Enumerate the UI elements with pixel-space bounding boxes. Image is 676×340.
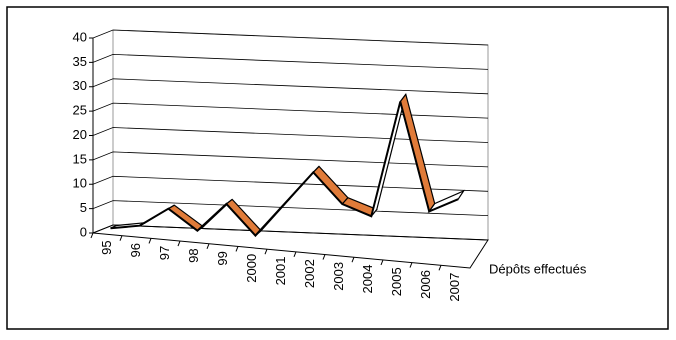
x-tick-label: 2001	[273, 257, 288, 286]
x-tick	[351, 257, 355, 263]
x-tick	[235, 246, 239, 252]
x-tick-label: 2007	[447, 273, 462, 302]
y-tick-label: 30	[73, 78, 87, 93]
x-tick-label: 96	[128, 243, 143, 257]
x-tick-label: 95	[99, 240, 114, 254]
x-tick-label: 2006	[418, 270, 433, 299]
x-tick	[264, 248, 268, 255]
x-tick-label: 2005	[389, 267, 404, 296]
chart-frame	[6, 6, 669, 330]
x-tick	[380, 259, 384, 266]
grid-line	[92, 102, 489, 119]
x-tick	[438, 265, 442, 271]
x-tick-label: 98	[186, 248, 201, 262]
x-tick	[148, 238, 152, 244]
y-tick-label: 25	[73, 103, 87, 118]
x-tick	[119, 235, 123, 241]
grid-line	[92, 78, 489, 95]
x-tick-label: 2000	[244, 254, 259, 283]
x-tick	[177, 240, 181, 247]
y-tick-label: 15	[73, 151, 87, 166]
x-tick-label: 2004	[360, 265, 375, 294]
x-tick	[293, 251, 297, 258]
x-tick-label: 2002	[302, 259, 317, 288]
grid-line	[92, 29, 489, 46]
x-tick	[206, 243, 210, 249]
x-tick-label: 99	[215, 251, 230, 265]
y-tick-label: 20	[73, 127, 87, 142]
series-label: Dépôts effectués	[489, 261, 587, 276]
grid-line	[92, 175, 489, 192]
y-tick-label: 35	[73, 54, 87, 69]
line	[110, 101, 459, 238]
x-tick	[409, 262, 413, 268]
x-tick-label: 2003	[331, 262, 346, 291]
grid-line	[92, 151, 489, 168]
y-tick-label: 5	[80, 200, 87, 215]
x-tick	[90, 232, 94, 239]
y-tick-label: 10	[73, 176, 87, 191]
y-tick-label: 0	[80, 224, 87, 239]
grid-line	[92, 127, 489, 143]
y-tick-label: 40	[73, 29, 87, 44]
x-tick-label: 97	[157, 246, 172, 260]
grid-line	[92, 224, 489, 241]
grid-line	[92, 53, 489, 70]
x-tick	[322, 254, 326, 260]
